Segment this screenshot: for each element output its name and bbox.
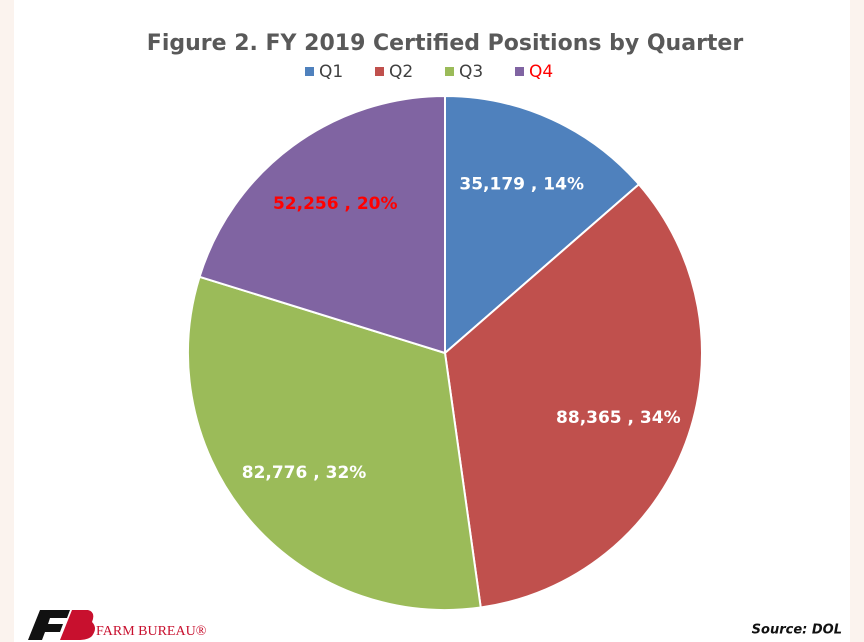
pie-slice xyxy=(187,275,482,611)
legend-label: Q2 xyxy=(389,62,413,82)
logo: FARM BUREAU® xyxy=(28,610,207,640)
pie-slice xyxy=(443,182,704,609)
pie-slice xyxy=(444,94,641,356)
logo-b xyxy=(60,610,95,640)
data-label: 52,256 , 20% xyxy=(273,194,398,214)
data-label: 35,179 , 14% xyxy=(459,175,584,195)
source: Source: DOL xyxy=(752,623,842,638)
legend-swatch xyxy=(375,67,384,76)
legend-swatch xyxy=(445,67,454,76)
logo-f xyxy=(28,610,70,640)
legend-label: Q3 xyxy=(459,62,483,82)
legend-label: Q4 xyxy=(529,62,553,82)
chart-title: Figure 2. FY 2019 Certified Positions by… xyxy=(147,31,744,56)
data-label: 82,776 , 32% xyxy=(242,463,367,483)
data-label: 88,365 , 34% xyxy=(556,408,681,428)
logo-text: FARM BUREAU® xyxy=(96,624,207,639)
legend-swatch xyxy=(305,67,314,76)
legend-label: Q1 xyxy=(319,62,343,82)
legend-swatch xyxy=(515,67,524,76)
pie-slice xyxy=(198,94,446,355)
